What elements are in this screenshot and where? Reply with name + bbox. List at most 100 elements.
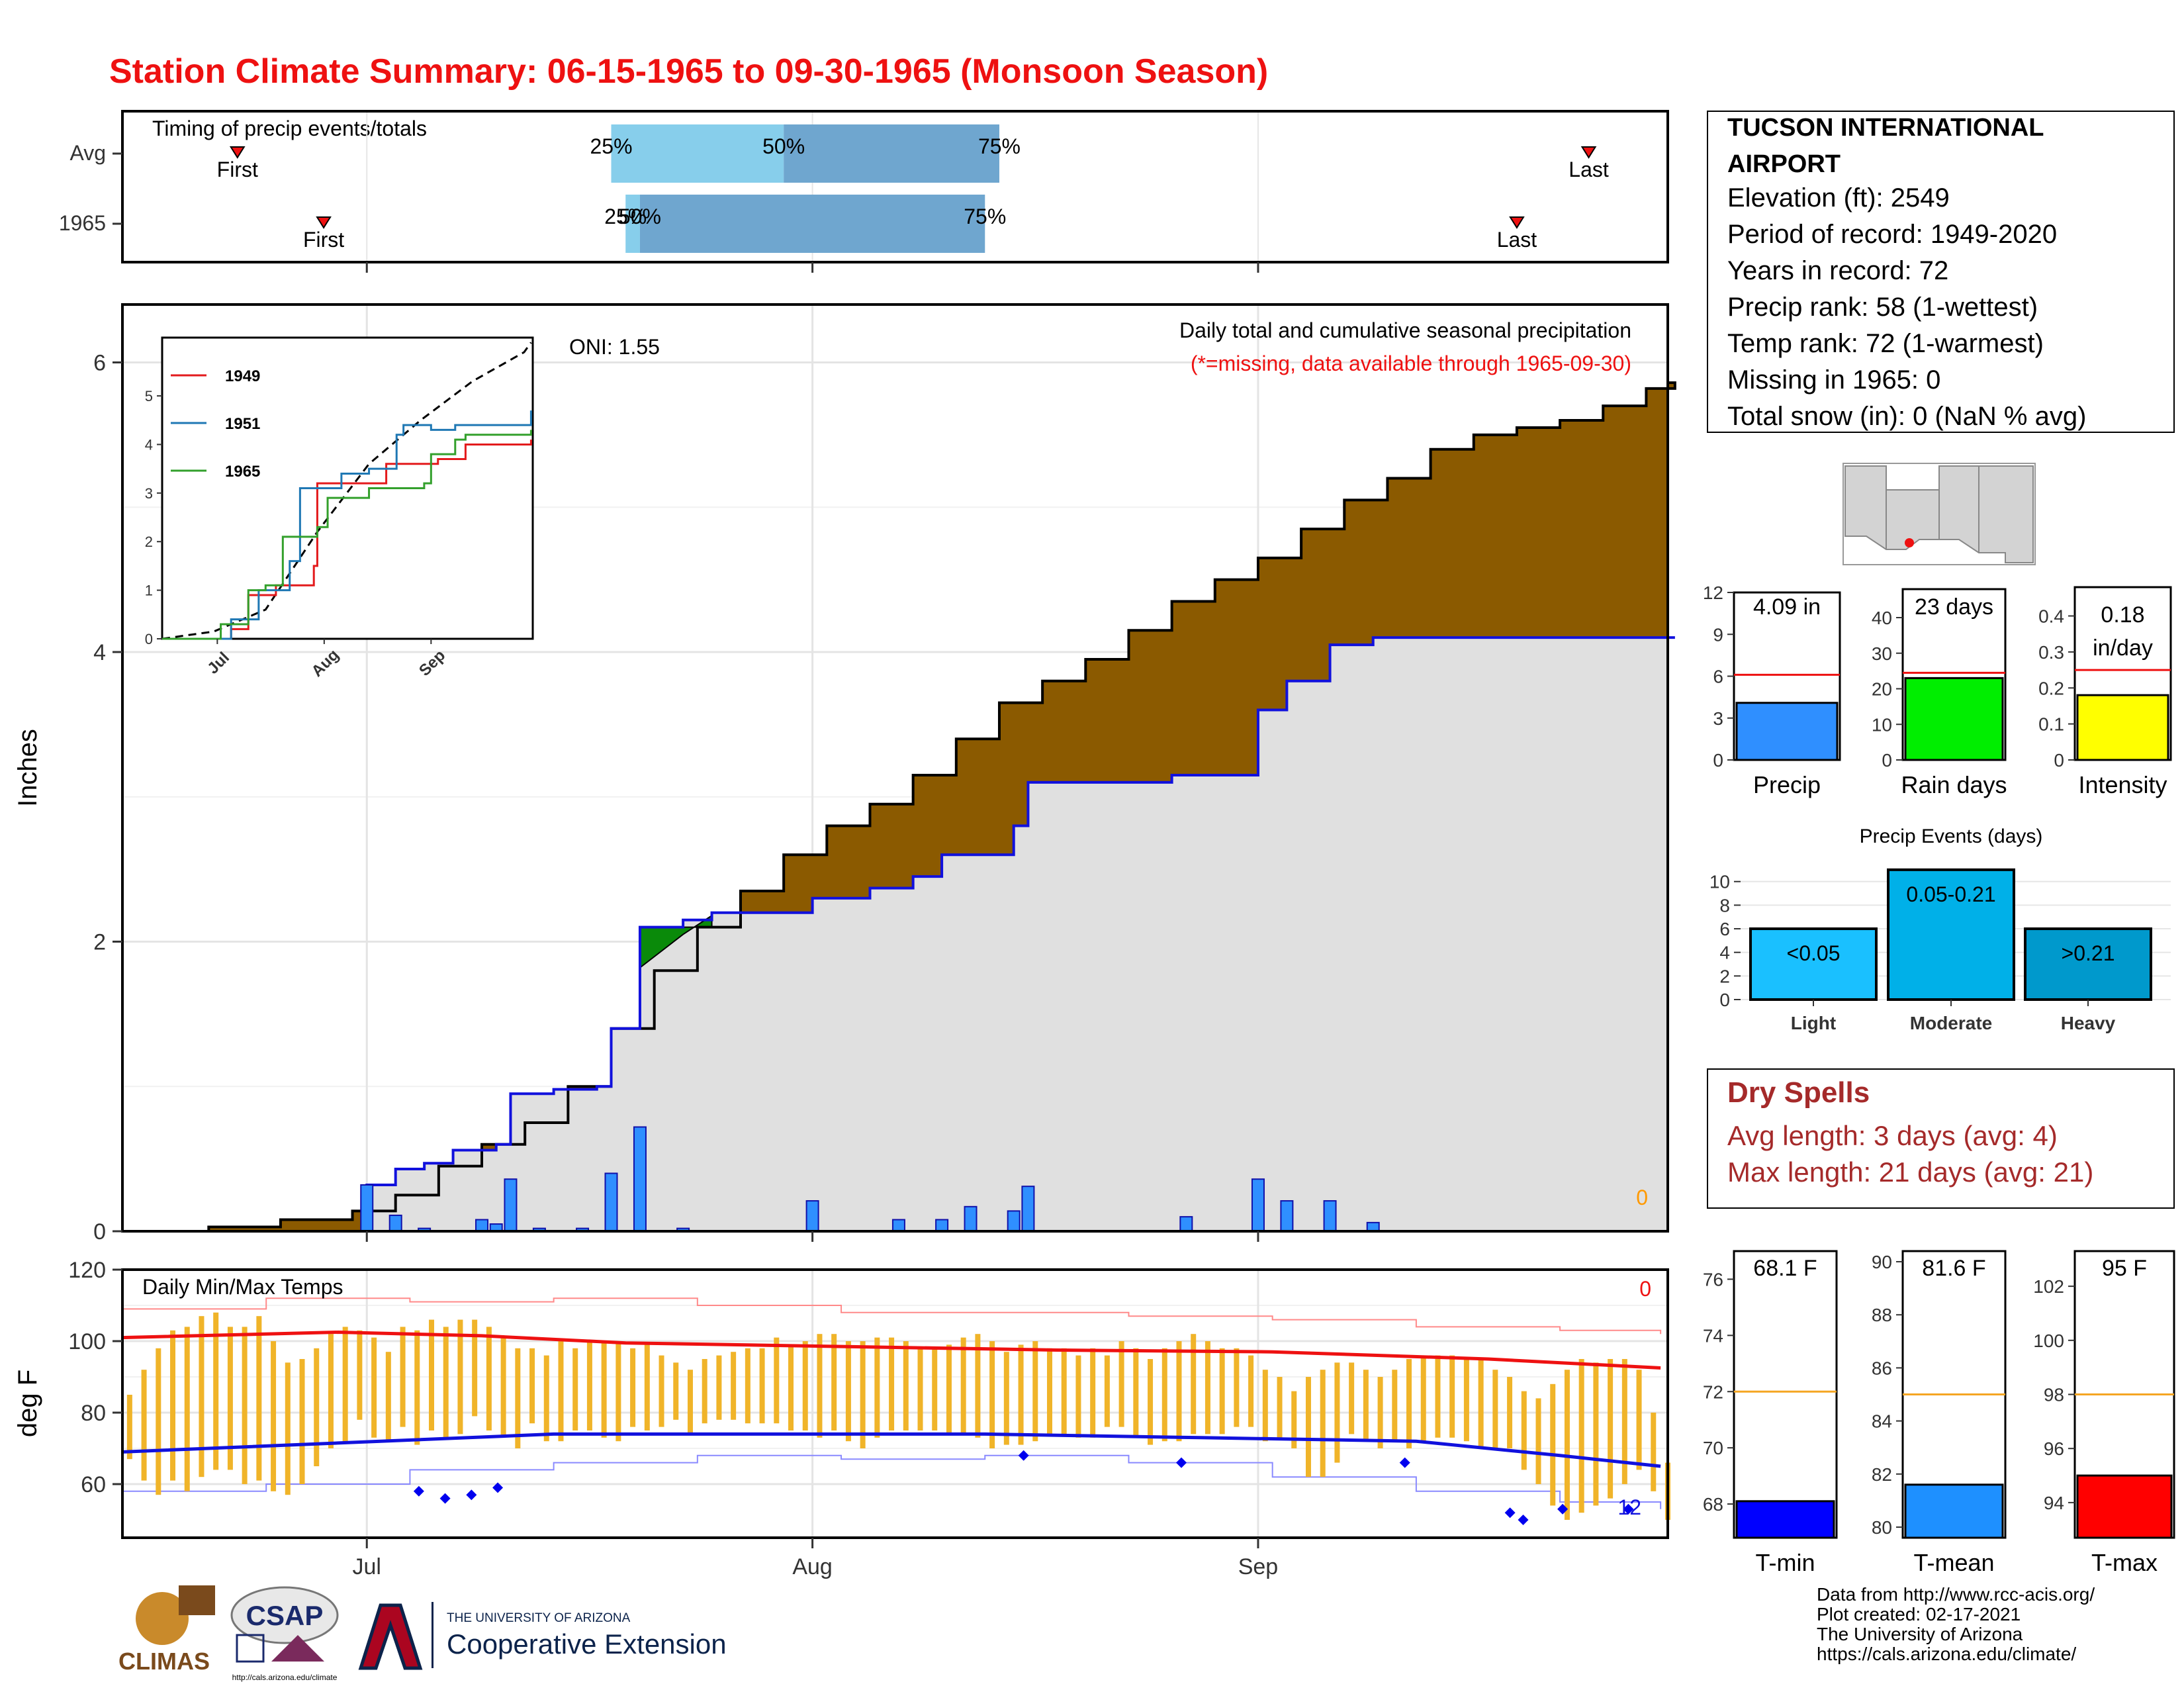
- station-line-5: Missing in 1965: 0: [1727, 365, 1940, 395]
- daily-temp-bar: [745, 1348, 751, 1424]
- daily-temp-bar: [659, 1355, 664, 1427]
- daily-temp-bar: [1104, 1355, 1110, 1427]
- daily-temp-bar: [1392, 1370, 1398, 1442]
- daily-temp-bar: [1449, 1355, 1455, 1438]
- inset-ytick-label: 2: [145, 534, 153, 550]
- daily-temp-bar: [889, 1337, 895, 1430]
- precip-total-ytick-label: 6: [1713, 667, 1723, 687]
- tmax-value-label: 95 F: [2102, 1256, 2147, 1281]
- q50-label: 50%: [762, 134, 805, 158]
- temp-ylabel: deg F: [13, 1370, 42, 1437]
- daily-temp-bar: [630, 1348, 636, 1427]
- rain-days-ytick-label: 20: [1872, 679, 1892, 700]
- daily-temp-bar: [731, 1352, 737, 1420]
- quartile-bar-early: [611, 124, 784, 183]
- daily-temp-bar: [802, 1341, 808, 1430]
- daily-temp-bar: [1262, 1370, 1268, 1442]
- tmin-bar: [1735, 1500, 1835, 1539]
- daily-temp-bar: [227, 1327, 233, 1470]
- avg-tmax-line: [122, 1330, 1661, 1370]
- timing-title: Timing of precip events/totals: [152, 117, 427, 140]
- inset-ytick-label: 1: [145, 583, 153, 599]
- locator-map: [1843, 463, 2036, 565]
- daily-temp-bar: [256, 1316, 262, 1481]
- tmean-ytick-label: 90: [1872, 1252, 1892, 1272]
- daily-temp-bar: [156, 1348, 161, 1495]
- daily-temp-bar: [357, 1330, 363, 1420]
- precip-events-bar: [1749, 927, 1878, 1001]
- daily-temp-bar: [946, 1344, 952, 1434]
- daily-temp-bar: [1205, 1341, 1210, 1434]
- temp-title: Daily Min/Max Temps: [142, 1275, 343, 1299]
- temp-xtick-label: Sep: [1238, 1554, 1279, 1579]
- daily-temp-bar: [1435, 1355, 1441, 1438]
- daily-temp-bar: [774, 1337, 780, 1424]
- daily-temp-bar: [716, 1355, 722, 1420]
- daily-precip-bar: [1007, 1210, 1021, 1232]
- daily-temp-bar: [1334, 1362, 1340, 1463]
- tmean-ytick-label: 80: [1872, 1517, 1892, 1538]
- oni-label: ONI: 1.55: [569, 335, 660, 359]
- precip-ytick-label: 6: [93, 351, 106, 376]
- q25-label: 25%: [604, 205, 647, 228]
- daily-temp-bar: [486, 1327, 492, 1430]
- tmax-ytick-label: 98: [2044, 1385, 2064, 1405]
- precip-events-ytick-label: 6: [1719, 919, 1730, 939]
- daily-precip-bar: [475, 1219, 489, 1232]
- daily-precip-bar: [935, 1219, 949, 1232]
- quartile-bar-early: [625, 195, 640, 253]
- daily-temp-bar: [1463, 1359, 1469, 1442]
- tmax-bar: [2076, 1474, 2173, 1539]
- daily-precip-bar: [633, 1126, 647, 1232]
- precip-total-bar: [1735, 702, 1839, 761]
- ua-line-2: Cooperative Extension: [447, 1628, 727, 1660]
- precip-total-ytick-label: 12: [1703, 583, 1723, 603]
- daily-temp-bar: [1492, 1370, 1498, 1448]
- daily-temp-bar: [385, 1352, 391, 1442]
- station-name-2: AIRPORT: [1727, 150, 1841, 178]
- year-cumulative-line: [136, 636, 1675, 1233]
- inset-series-1965: [162, 430, 532, 640]
- precip-events-ytick-label: 10: [1709, 872, 1730, 892]
- record-tmin-marker: [1176, 1457, 1187, 1468]
- daily-temp-bar: [429, 1319, 434, 1430]
- station-line-2: Years in record: 72: [1727, 256, 1948, 285]
- inset-legend-label: 1965: [225, 463, 260, 481]
- station-line-4: Temp rank: 72 (1-warmest): [1727, 329, 2044, 358]
- timing-row-label: Avg: [69, 141, 106, 165]
- avg-cumulative-line: [136, 381, 1676, 1233]
- record-tmin-marker: [492, 1482, 504, 1493]
- daily-temp-bar: [500, 1337, 506, 1438]
- daily-temp-bar: [472, 1319, 478, 1417]
- daily-temp-bar: [285, 1362, 291, 1495]
- daily-temp-bar: [1578, 1359, 1584, 1513]
- tmax-ytick-label: 102: [2033, 1276, 2064, 1297]
- first-label: First: [217, 158, 258, 181]
- precip-events-category-label: Light: [1791, 1013, 1836, 1033]
- daily-temp-bar: [1636, 1370, 1642, 1470]
- precip-total-category-label: Precip: [1753, 771, 1821, 798]
- rain-days-ytick-label: 10: [1872, 714, 1892, 735]
- daily-temp-bar: [1349, 1362, 1355, 1434]
- daily-temp-bar: [141, 1370, 147, 1481]
- ua-cooperative-extension-logo: THE UNIVERSITY OF ARIZONA Cooperative Ex…: [358, 1602, 727, 1670]
- temp-xtick-label: Aug: [792, 1554, 833, 1579]
- daily-temp-bar: [1191, 1334, 1197, 1434]
- station-line-3: Precip rank: 58 (1-wettest): [1727, 293, 2038, 322]
- year-cumulative-area: [122, 637, 1675, 1231]
- last-label: Last: [1497, 228, 1537, 252]
- daily-precip-bar: [1280, 1200, 1294, 1232]
- daily-temp-bar: [687, 1370, 693, 1434]
- daily-temp-bar: [126, 1395, 132, 1460]
- daily-temp-bar: [170, 1330, 176, 1481]
- missing-count: 0: [1636, 1186, 1648, 1209]
- quartile-bar-late: [784, 124, 999, 183]
- precip-total-ytick-label: 0: [1713, 750, 1723, 771]
- daily-temp-bar: [831, 1334, 837, 1430]
- footer-line-1: Plot created: 02-17-2021: [1817, 1604, 2021, 1624]
- daily-temp-bar: [543, 1355, 549, 1442]
- precip-total-value-label: 4.09 in: [1753, 594, 1821, 620]
- daily-temp-bar: [1176, 1341, 1182, 1442]
- daily-temp-bar: [917, 1348, 923, 1430]
